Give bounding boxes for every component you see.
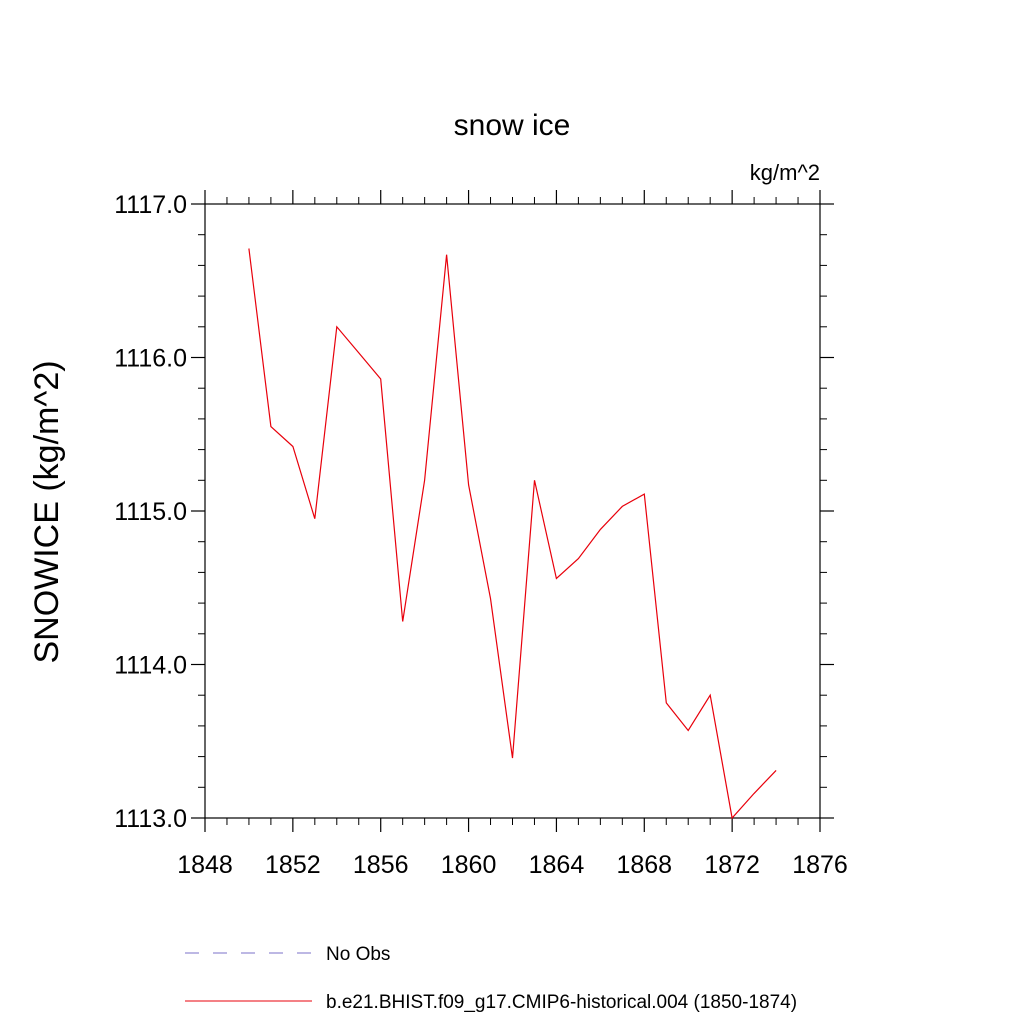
series-layer (248, 248, 777, 820)
legend-label: No Obs (326, 944, 390, 965)
x-tick-label: 1872 (704, 851, 760, 879)
x-tick-label: 1860 (441, 851, 497, 879)
y-tick-label: 1115.0 (114, 498, 187, 526)
y-axis-label: SNOWICE (kg/m^2) (28, 360, 66, 663)
x-tick-label: 1856 (353, 851, 409, 879)
y-tick-label: 1113.0 (114, 805, 187, 833)
x-tick-label: 1852 (265, 851, 321, 879)
x-tick-label: 1864 (529, 851, 585, 879)
x-tick-label: 1848 (177, 851, 233, 879)
plot-frame (204, 203, 821, 819)
y-tick-label: 1117.0 (114, 191, 187, 219)
x-tick-label: 1876 (792, 851, 848, 879)
units-label: kg/m^2 (750, 160, 820, 185)
y-tick-label: 1116.0 (114, 345, 187, 373)
legend: No Obs b.e21.BHIST.f09_g17.CMIP6-historic… (185, 944, 797, 1013)
series-line (248, 248, 777, 820)
legend-label: b.e21.BHIST.f09_g17.CMIP6-historical.004… (326, 992, 797, 1013)
axis-ticks: 1848 1852 1856 1860 1864 1868 1872 1876 1113.0 11… (114, 190, 848, 879)
chart-title: snow ice (454, 109, 571, 142)
y-tick-label: 1114.0 (114, 652, 187, 680)
x-tick-label: 1868 (616, 851, 672, 879)
